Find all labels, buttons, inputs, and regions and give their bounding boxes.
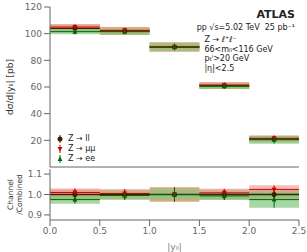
svg-text:1.0: 1.0 [142, 226, 157, 236]
svg-text:1.1: 1.1 [28, 169, 42, 179]
html-text:pₜˡ>20 GeV: pₜˡ>20 GeV [204, 54, 250, 63]
svg-text:0.9: 0.9 [28, 210, 43, 220]
svg-text:40: 40 [31, 109, 43, 119]
html-text:Z → μμ: Z → μμ [68, 144, 96, 153]
html-text:Z → ℓ⁺ℓ⁻: Z → ℓ⁺ℓ⁻ [204, 35, 237, 44]
html-text:ATLAS: ATLAS [256, 8, 295, 21]
svg-text:2.0: 2.0 [242, 226, 257, 236]
html-text:66<mₗₗ<116 GeV: 66<mₗₗ<116 GeV [204, 44, 273, 54]
html-text:|η|<2.5: |η|<2.5 [204, 63, 235, 73]
svg-text:1.5: 1.5 [192, 226, 206, 236]
html-text:Z → ll: Z → ll [68, 134, 90, 143]
svg-text:Channel/Combined: Channel/Combined [8, 174, 24, 215]
svg-text:120: 120 [25, 2, 42, 12]
html-text:pp √s=5.02 TeV 25 pb⁻¹: pp √s=5.02 TeV 25 pb⁻¹ [196, 23, 295, 32]
svg-text:0.0: 0.0 [43, 226, 58, 236]
svg-text:80: 80 [31, 56, 43, 66]
svg-text:100: 100 [25, 29, 42, 39]
svg-text:0.5: 0.5 [93, 226, 107, 236]
svg-text:dσ/d|yₗₗ| [pb]: dσ/d|yₗₗ| [pb] [8, 59, 15, 115]
html-text:Z → ee: Z → ee [68, 154, 96, 163]
svg-text:60: 60 [31, 82, 43, 92]
svg-text:1.0: 1.0 [28, 190, 43, 200]
svg-text:20: 20 [31, 136, 43, 146]
svg-text:|yₗₗ|: |yₗₗ| [167, 242, 181, 252]
svg-text:2.5: 2.5 [292, 226, 299, 236]
